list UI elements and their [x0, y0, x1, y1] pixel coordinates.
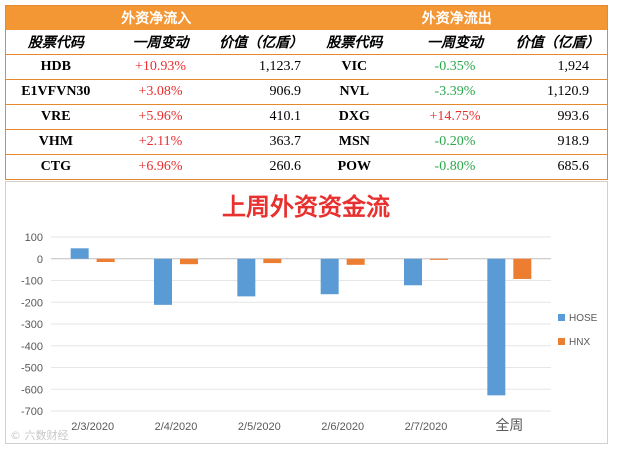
col-change-inflow: 一周变动	[132, 35, 189, 51]
legend-label-hnx: HNX	[569, 337, 590, 348]
stock-code-outflow: NVL	[339, 84, 370, 99]
weekly-change-inflow: +3.08%	[138, 84, 183, 99]
col-code-inflow: 股票代码	[27, 35, 84, 51]
col-change-outflow: 一周变动	[427, 35, 483, 51]
bar-hnx	[346, 258, 365, 265]
weekly-change-inflow: +2.11%	[138, 134, 183, 149]
stock-code-outflow: POW	[337, 159, 372, 174]
value-inflow: 1,123.7	[258, 59, 301, 74]
bar-hnx	[430, 258, 448, 260]
weekly-change-outflow: -0.80%	[434, 159, 476, 174]
bar-hose	[237, 258, 256, 297]
col-code-outflow: 股票代码	[326, 35, 383, 51]
legend-label-hose: HOSE	[569, 313, 598, 324]
stock-flow-tables: 外资净流入 外资净流出 股票代码 一周变动 价值（亿盾） 股票代码 一周变动 价…	[5, 5, 608, 180]
stock-code-inflow: E1VFVN30	[21, 84, 91, 99]
stock-code-outflow: VIC	[341, 59, 368, 74]
bar-hose	[154, 258, 172, 305]
y-tick-label: 0	[37, 254, 43, 266]
stock-code-inflow: HDB	[40, 59, 71, 74]
bar-hose	[320, 258, 339, 295]
value-outflow: 685.6	[557, 159, 590, 174]
bar-hnx	[180, 258, 198, 265]
bar-hose	[70, 248, 89, 259]
chart-title: 上周外资资金流	[222, 192, 390, 221]
weekly-change-outflow: +14.75%	[429, 109, 481, 124]
x-tick-label: 2/5/2020	[238, 421, 281, 433]
stock-code-inflow: CTG	[40, 159, 71, 174]
value-inflow: 906.9	[269, 84, 301, 99]
bar-hnx	[263, 258, 282, 264]
chart-svg: 上周外资资金流 100 0 -100 -200 -300 -400 -500 -600 -700 2…	[10, 192, 598, 442]
value-outflow: 1,924	[557, 59, 590, 74]
col-value-inflow: 价值（亿盾）	[219, 35, 304, 51]
value-inflow: 260.6	[269, 159, 301, 174]
x-tick-label: 全周	[495, 417, 523, 433]
table-row: VHM +2.11% 363.7 MSN -0.20% 918.9	[6, 129, 607, 154]
y-tick-label: -200	[21, 297, 43, 309]
weekly-change-inflow: +10.93%	[134, 59, 186, 74]
stock-code-inflow: VHM	[38, 134, 73, 149]
value-outflow: 1,120.9	[547, 84, 589, 99]
y-tick-label: -700	[21, 406, 43, 418]
table-body: HDB +10.93% 1,123.7 VIC -0.35% 1,924 E1VFVN30 +…	[6, 54, 607, 179]
weekly-change-outflow: -0.35%	[434, 59, 476, 74]
col-value-outflow: 价值（亿盾）	[515, 35, 600, 51]
legend-swatch-hnx	[558, 338, 565, 345]
bar-hnx	[513, 258, 532, 279]
flow-chart: 上周外资资金流 100 0 -100 -200 -300 -400 -500 -600 -700 2…	[5, 181, 608, 444]
y-tick-label: -400	[21, 341, 43, 353]
table-header-bar: 外资净流入 外资净流出	[6, 6, 607, 30]
x-tick-label: 2/7/2020	[405, 421, 448, 433]
table-row: HDB +10.93% 1,123.7 VIC -0.35% 1,924	[6, 54, 607, 79]
y-tick-label: -600	[21, 384, 43, 396]
value-inflow: 363.7	[269, 134, 301, 149]
value-outflow: 993.6	[557, 109, 590, 124]
stock-code-outflow: DXG	[338, 109, 370, 124]
inflow-title: 外资净流入	[121, 11, 192, 27]
stock-code-inflow: VRE	[41, 109, 71, 124]
legend-swatch-hose	[558, 314, 565, 321]
stock-code-outflow: MSN	[338, 134, 370, 149]
value-outflow: 918.9	[557, 134, 590, 149]
table-row: E1VFVN30 +3.08% 906.9 NVL -3.39% 1,120.9	[6, 79, 607, 104]
x-tick-label: 2/4/2020	[155, 421, 198, 433]
x-tick-label: 2/6/2020	[321, 421, 364, 433]
table-row: CTG +6.96% 260.6 POW -0.80% 685.6	[6, 154, 607, 179]
weekly-change-outflow: -0.20%	[434, 134, 476, 149]
value-inflow: 410.1	[269, 109, 301, 124]
weekly-change-outflow: -3.39%	[434, 84, 476, 99]
bar-hnx	[96, 258, 115, 263]
weekly-change-inflow: +5.96%	[138, 109, 183, 124]
y-tick-label: 100	[25, 232, 43, 244]
bar-hose	[487, 258, 506, 396]
x-tick-label: 2/3/2020	[71, 421, 114, 433]
outflow-title: 外资净流出	[421, 11, 492, 27]
y-tick-label: -100	[21, 276, 43, 288]
bar-hose	[404, 258, 422, 286]
column-headers: 股票代码 一周变动 价值（亿盾） 股票代码 一周变动 价值（亿盾）	[6, 30, 607, 54]
watermark-text: © 六数财经	[10, 428, 69, 442]
weekly-change-inflow: +6.96%	[138, 159, 183, 174]
y-tick-label: -500	[21, 363, 43, 375]
table-row: VRE +5.96% 410.1 DXG +14.75% 993.6	[6, 104, 607, 129]
y-tick-label: -300	[21, 319, 43, 331]
